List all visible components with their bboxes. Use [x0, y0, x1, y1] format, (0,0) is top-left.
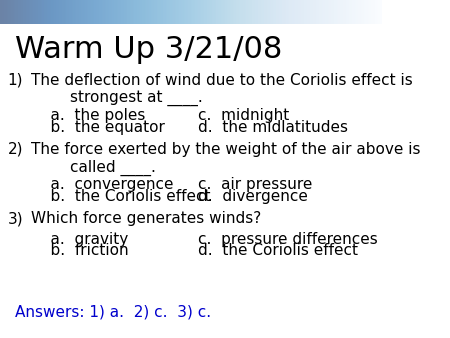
Text: d.  the midlatitudes: d. the midlatitudes — [198, 120, 348, 135]
Text: b.  the equator: b. the equator — [31, 120, 164, 135]
Text: 1): 1) — [8, 73, 23, 88]
Text: The force exerted by the weight of the air above is
        called ____.: The force exerted by the weight of the a… — [31, 142, 420, 175]
Text: b.  friction: b. friction — [31, 243, 128, 258]
Text: c.  air pressure: c. air pressure — [198, 177, 313, 192]
Text: d.  the Coriolis effect: d. the Coriolis effect — [198, 243, 358, 258]
Text: Which force generates winds?: Which force generates winds? — [31, 211, 261, 226]
Text: c.  midnight: c. midnight — [198, 108, 289, 123]
Text: 2): 2) — [8, 142, 23, 157]
Text: c.  pressure differences: c. pressure differences — [198, 232, 378, 246]
Text: Answers: 1) a.  2) c.  3) c.: Answers: 1) a. 2) c. 3) c. — [15, 304, 212, 319]
Text: The deflection of wind due to the Coriolis effect is
        strongest at ____.: The deflection of wind due to the Coriol… — [31, 73, 412, 106]
Text: b.  the Coriolis effect: b. the Coriolis effect — [31, 189, 210, 204]
Text: 3): 3) — [8, 211, 23, 226]
Text: d.  divergence: d. divergence — [198, 189, 308, 204]
Text: Warm Up 3/21/08: Warm Up 3/21/08 — [15, 35, 283, 65]
Text: a.  convergence: a. convergence — [31, 177, 173, 192]
Text: a.  gravity: a. gravity — [31, 232, 128, 246]
Text: a.  the poles: a. the poles — [31, 108, 145, 123]
